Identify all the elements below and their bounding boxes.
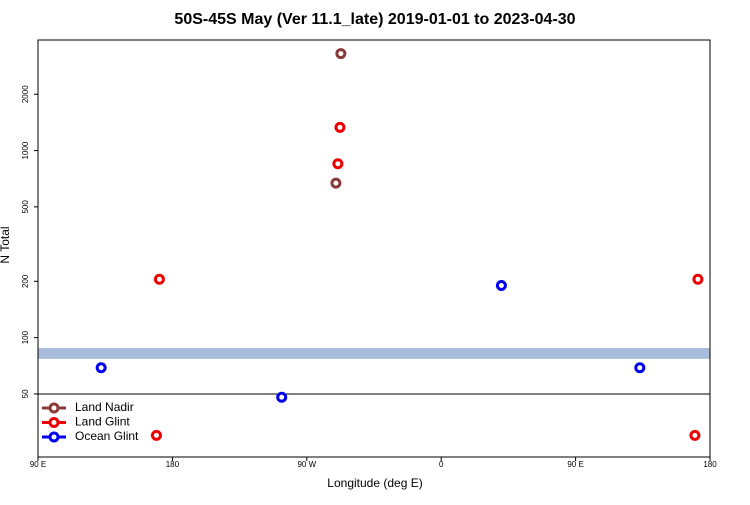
- y-tick-label: 500: [21, 200, 30, 214]
- legend-marker: [48, 417, 60, 428]
- point: [634, 362, 646, 374]
- point: [150, 429, 162, 441]
- x-tick-label: 180: [166, 460, 180, 469]
- point: [495, 279, 507, 291]
- y-tick-label: 200: [21, 274, 30, 288]
- point: [153, 273, 165, 285]
- point: [692, 273, 704, 285]
- point: [95, 362, 107, 374]
- y-tick-label: 2000: [21, 85, 30, 103]
- legend-box: [37, 393, 711, 458]
- y-tick-label: 1000: [21, 141, 30, 159]
- legend-label: Ocean Glint: [75, 429, 139, 443]
- point: [276, 391, 288, 403]
- y-tick-label: 100: [21, 330, 30, 344]
- x-axis-label: Longitude (deg E): [327, 476, 422, 490]
- legend-marker: [48, 402, 60, 414]
- band: [38, 347, 710, 359]
- chart-title: 50S-45S May (Ver 11.1_late) 2019-01-01 t…: [174, 11, 575, 28]
- x-tick-label: 0: [439, 460, 444, 469]
- x-tick-label: 90 W: [297, 460, 316, 469]
- y-tick-label: 50: [21, 389, 30, 398]
- legend-marker: [48, 431, 60, 443]
- x-tick-label: 90 E: [30, 460, 46, 469]
- x-tick-label: 180: [703, 460, 717, 469]
- x-tick-label: 90 E: [567, 460, 583, 469]
- point: [335, 48, 347, 60]
- y-axis-label: N Total: [0, 226, 12, 263]
- point: [332, 158, 344, 170]
- point: [334, 121, 346, 133]
- point: [330, 177, 342, 189]
- legend-label: Land Glint: [75, 415, 130, 429]
- point: [689, 429, 701, 441]
- legend-label: Land Nadir: [75, 400, 134, 414]
